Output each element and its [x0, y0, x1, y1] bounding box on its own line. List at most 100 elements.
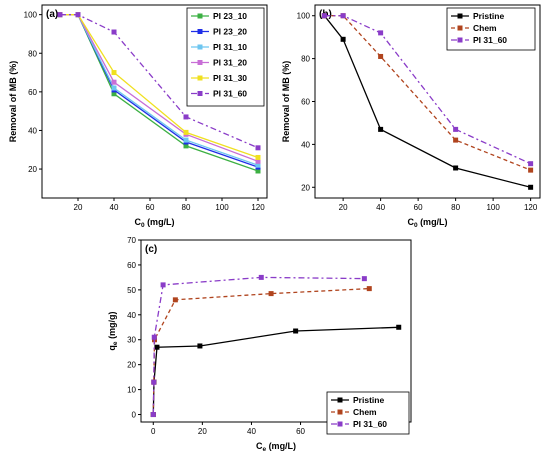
data-point: [453, 126, 459, 132]
data-point: [151, 379, 157, 385]
y-tick-label: 80: [28, 49, 37, 58]
data-point: [183, 114, 189, 120]
plot-frame: [140, 239, 412, 423]
data-point: [396, 324, 402, 330]
x-axis-title-subscript: e: [262, 446, 266, 453]
x-tick-label: 120: [524, 203, 538, 212]
x-tick-label: 60: [146, 203, 155, 212]
legend-swatch-marker: [337, 421, 343, 427]
data-point: [154, 344, 160, 350]
x-tick-label: 60: [414, 203, 423, 212]
x-tick-label: 20: [74, 203, 83, 212]
data-point: [160, 282, 166, 288]
y-tick-label: 60: [127, 261, 136, 270]
data-point: [528, 184, 534, 190]
data-point: [75, 12, 81, 18]
y-axis-title-text: Removal of MB (%): [8, 61, 18, 143]
legend-label: PI 31_20: [213, 58, 247, 68]
data-point: [183, 137, 189, 143]
legend-label: PI 31_60: [353, 419, 387, 429]
data-point: [197, 343, 203, 349]
y-tick-label: 100: [297, 12, 311, 21]
data-point: [255, 158, 261, 164]
x-axis-title-subscript: 0: [414, 222, 418, 229]
series-3: [321, 13, 534, 167]
x-axis-title: Ce (mg/L): [256, 441, 296, 453]
data-point: [111, 91, 117, 97]
legend: PI 23_10 PI 23_20 PI 31_10 PI 31_20 PI 31_30…: [186, 7, 265, 107]
data-point: [453, 165, 459, 171]
x-axis-title-symbol: C: [134, 217, 141, 227]
x-tick-label: 40: [110, 203, 119, 212]
data-point: [528, 167, 534, 173]
legend-label: Pristine: [353, 395, 384, 405]
legend-label: PI 31_60: [473, 35, 507, 45]
panel-label: (a): [46, 9, 58, 20]
x-axis-title-symbol: C: [407, 217, 414, 227]
series-line: [152, 326, 399, 415]
legend-swatch-marker: [197, 75, 203, 81]
y-tick-label: 50: [127, 286, 136, 295]
legend-box: [186, 7, 265, 107]
legend-swatch-marker: [197, 13, 203, 19]
series-line: [152, 287, 370, 415]
legend-swatch-marker: [197, 44, 203, 50]
data-point: [378, 53, 384, 59]
x-tick-label: 60: [296, 427, 305, 436]
y-tick-label: 80: [301, 55, 310, 64]
legend-label: Chem: [473, 23, 497, 33]
data-point: [321, 13, 327, 19]
y-tick-label: 40: [28, 126, 37, 135]
data-point: [255, 168, 261, 174]
data-point: [111, 79, 117, 85]
y-axis-title: qe (mg/g): [107, 311, 119, 350]
x-tick-label: 80: [182, 203, 191, 212]
legend-swatch-marker: [337, 397, 343, 403]
data-point: [183, 129, 189, 135]
y-tick-label: 60: [301, 98, 310, 107]
data-point: [378, 126, 384, 132]
x-axis-title-symbol: C: [256, 441, 263, 451]
x-tick-label: 40: [247, 427, 256, 436]
x-tick-label: 120: [251, 203, 265, 212]
legend-label: Chem: [353, 407, 377, 417]
legend: Pristine Chem PI 31_60: [446, 7, 536, 51]
legend-swatch-marker: [457, 13, 463, 19]
y-tick-label: 40: [301, 140, 310, 149]
data-point: [183, 143, 189, 149]
y-axis-title-subscript: e: [112, 341, 119, 345]
y-axis-title-text: Removal of MB (%): [281, 61, 291, 143]
y-tick-label: 100: [24, 11, 38, 20]
legend: Pristine Chem PI 31_60: [326, 391, 410, 435]
series-3: [150, 274, 367, 418]
y-axis-title: Removal of MB (%): [8, 61, 18, 143]
plot-frame: [41, 4, 268, 199]
legend-label: PI 31_60: [213, 89, 247, 99]
legend-swatch-marker: [197, 91, 203, 96]
data-point: [528, 161, 534, 167]
y-tick-label: 0: [132, 411, 137, 420]
x-tick-label: 20: [198, 427, 207, 436]
y-tick-label: 60: [28, 88, 37, 97]
data-point: [111, 85, 117, 91]
series-line: [324, 15, 531, 171]
y-tick-label: 40: [127, 311, 136, 320]
y-tick-label: 30: [127, 336, 136, 345]
data-point: [172, 297, 178, 303]
y-axis-title-unit: (mg/g): [107, 311, 117, 341]
data-point: [453, 137, 459, 143]
chart-panel-3: 020406080100010203040506070Ce (mg/L)qe (…: [107, 236, 412, 453]
data-point: [361, 276, 367, 282]
x-tick-label: 100: [215, 203, 229, 212]
y-axis-title-symbol: q: [107, 345, 117, 351]
data-point: [258, 274, 264, 280]
y-tick-label: 20: [127, 361, 136, 370]
y-tick-label: 20: [28, 165, 37, 174]
x-axis-title: C0 (mg/L): [134, 217, 174, 229]
data-point: [255, 154, 261, 160]
x-axis-title-unit: (mg/L): [145, 217, 175, 227]
x-axis-title-unit: (mg/L): [266, 441, 296, 451]
data-point: [255, 145, 261, 151]
data-point: [293, 328, 299, 334]
data-point: [378, 30, 384, 36]
